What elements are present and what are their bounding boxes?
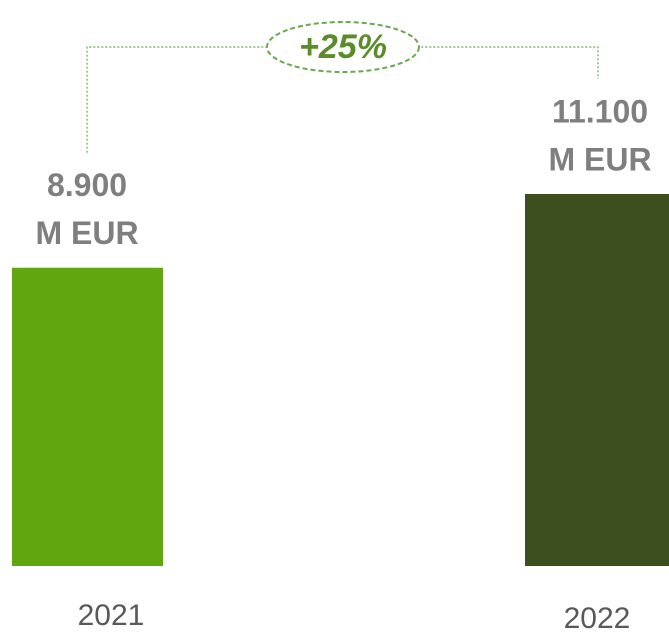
bar xyxy=(12,267,163,566)
bar xyxy=(525,194,669,566)
x-tick-label: 2021 xyxy=(78,599,145,632)
value-label: M EUR xyxy=(548,141,651,177)
value-label: 8.900 xyxy=(47,167,127,203)
value-label: 11.100 xyxy=(552,93,648,129)
annotation-bubble xyxy=(266,21,420,73)
value-label: M EUR xyxy=(35,215,138,251)
x-tick-label: 2022 xyxy=(564,602,631,635)
annotation: +25% xyxy=(299,28,387,66)
